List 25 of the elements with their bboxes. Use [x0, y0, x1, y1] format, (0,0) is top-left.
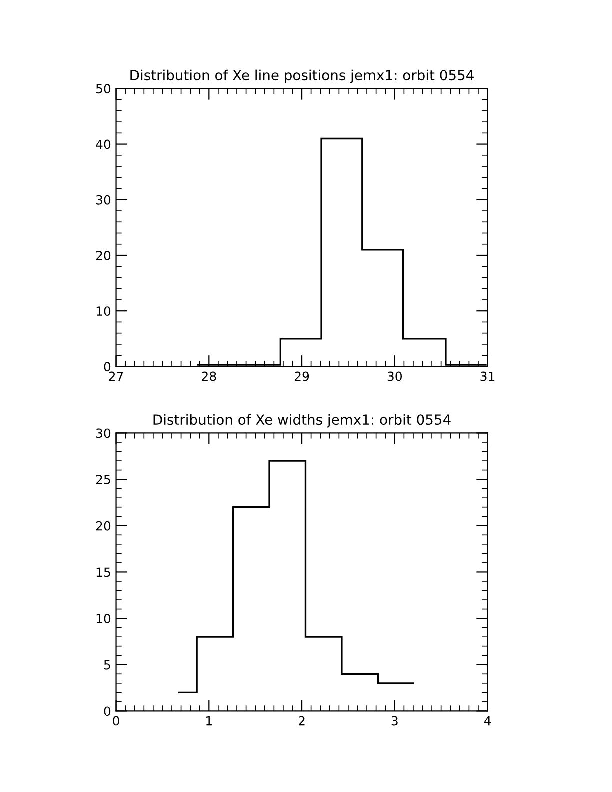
x-tick-label: 27 [109, 372, 124, 382]
chart-title: Distribution of Xe line positions jemx1: orbit 0554 [130, 70, 474, 84]
chart-title: Distribution of Xe widths jemx1: orbit 0554 [154, 414, 451, 428]
y-tick-label: 30 [96, 195, 111, 205]
y-tick-label: 15 [96, 568, 110, 578]
x-tick-label: 4 [484, 716, 492, 726]
y-tick-label: 20 [96, 521, 111, 531]
x-tick-label: 31 [480, 372, 495, 382]
y-tick-label: 5 [104, 660, 110, 670]
x-tick-label: 1 [206, 716, 212, 726]
y-tick-label: 10 [96, 614, 111, 624]
x-tick-label: 2 [298, 716, 305, 726]
y-tick-label: 30 [96, 428, 111, 438]
y-tick-label: 50 [96, 84, 111, 94]
y-tick-label: 40 [96, 140, 111, 150]
y-tick-label: 10 [96, 306, 111, 316]
x-tick-label: 28 [202, 372, 216, 382]
x-tick-label: 3 [392, 716, 398, 726]
x-tick-label: 0 [113, 716, 120, 726]
y-tick-label: 20 [96, 250, 111, 260]
y-tick-label: 0 [104, 706, 111, 716]
x-tick-label: 30 [388, 372, 402, 382]
y-tick-label: 0 [104, 362, 111, 372]
y-tick-label: 25 [96, 475, 110, 484]
x-tick-label: 29 [294, 372, 310, 382]
